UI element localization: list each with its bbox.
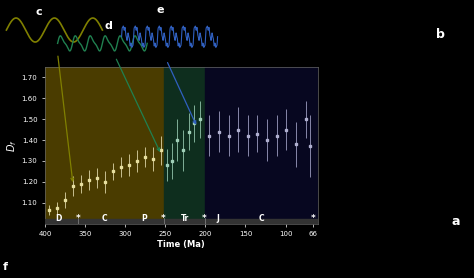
Text: J: J — [216, 214, 219, 222]
Text: *: * — [75, 214, 80, 222]
Bar — [205, 67, 318, 224]
Text: Tr: Tr — [181, 214, 189, 222]
Text: c: c — [35, 7, 42, 17]
Text: C: C — [101, 214, 107, 222]
Bar — [45, 67, 164, 224]
Text: P: P — [142, 214, 147, 222]
Text: f: f — [2, 262, 8, 272]
Bar — [45, 219, 318, 224]
Text: C: C — [259, 214, 264, 222]
Text: *: * — [202, 214, 207, 222]
X-axis label: Time (Ma): Time (Ma) — [157, 240, 205, 249]
Text: D: D — [55, 214, 62, 222]
Bar — [164, 67, 205, 224]
Text: a: a — [451, 215, 460, 228]
Text: *: * — [161, 214, 166, 222]
Text: e: e — [156, 5, 164, 15]
Text: *: * — [310, 214, 315, 222]
Text: d: d — [105, 21, 113, 31]
Y-axis label: $D_f$: $D_f$ — [5, 139, 19, 152]
Text: b: b — [436, 28, 445, 41]
